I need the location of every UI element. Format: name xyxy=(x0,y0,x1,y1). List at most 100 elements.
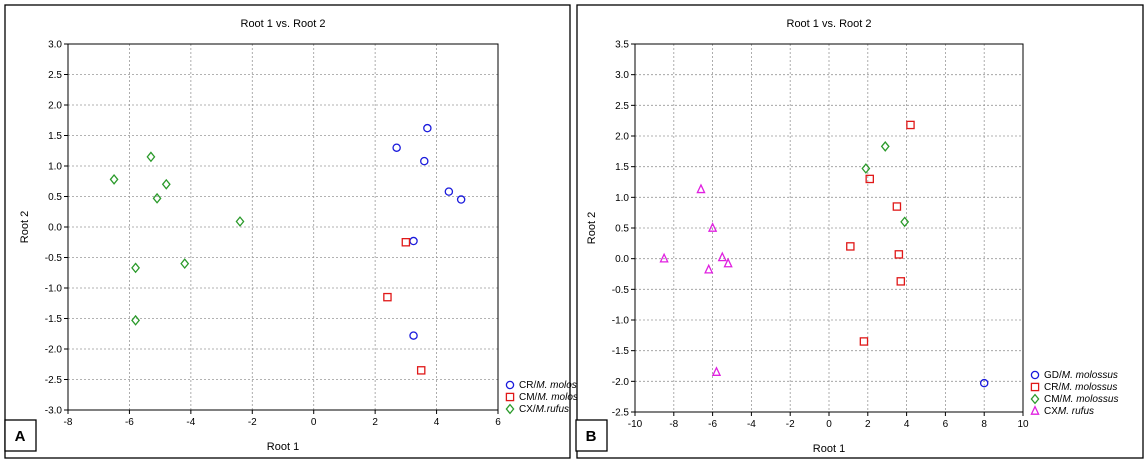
data-point xyxy=(456,195,466,204)
data-point xyxy=(235,216,245,227)
y-tick-label: -1.5 xyxy=(612,346,630,357)
y-tick-label: 1.5 xyxy=(48,131,62,142)
panel-frame xyxy=(4,4,571,459)
data-point xyxy=(704,263,714,274)
legend-marker xyxy=(505,392,515,402)
series-0 xyxy=(979,378,989,388)
plot-area xyxy=(634,43,1024,413)
data-point xyxy=(979,378,989,388)
legend-label: CXM. rufus xyxy=(1044,406,1094,417)
x-tick-label: 2 xyxy=(372,417,378,428)
plot-area xyxy=(67,43,499,411)
x-tick-label: -4 xyxy=(747,419,756,430)
y-tick-label: -2.5 xyxy=(45,375,63,386)
x-tick-label: 0 xyxy=(826,419,832,430)
x-axis-label: Root 1 xyxy=(813,443,845,455)
legend-marker xyxy=(505,403,515,415)
panel-label-box xyxy=(575,419,608,452)
y-tick-label: 3.0 xyxy=(615,70,629,81)
series-3 xyxy=(659,183,733,376)
data-point xyxy=(906,120,915,130)
data-point xyxy=(865,174,874,184)
y-tick-label: 1.5 xyxy=(615,162,629,173)
y-tick-label: 2.5 xyxy=(615,101,629,112)
panel-label: A xyxy=(15,428,26,445)
x-tick-label: -2 xyxy=(786,419,795,430)
data-point xyxy=(900,216,910,228)
x-tick-label: -8 xyxy=(64,417,73,428)
panel-label-box xyxy=(4,419,37,452)
data-point xyxy=(146,151,156,163)
y-tick-label: -1.0 xyxy=(612,316,630,327)
y-tick-label: 1.0 xyxy=(48,162,62,173)
y-tick-label: 0.0 xyxy=(615,254,629,265)
data-point xyxy=(894,250,904,259)
panel-frame xyxy=(576,4,1144,459)
x-tick-label: 0 xyxy=(311,417,317,428)
data-point xyxy=(880,141,890,152)
chart-panel-a: Root 1 vs. Root 2 -8 -6 -4 -2 0 2 4 6 3.0 2.5 2.0 1.… xyxy=(4,4,593,459)
x-tick-label: -6 xyxy=(708,419,717,430)
x-tick-label: -10 xyxy=(628,419,643,430)
data-point xyxy=(896,277,906,286)
x-tick-label: 6 xyxy=(495,417,501,428)
panel-label: B xyxy=(586,428,597,445)
data-point xyxy=(180,258,190,270)
legend-label: CR/M. molossus xyxy=(519,380,592,391)
y-axis-label: Root 2 xyxy=(586,212,598,244)
data-point xyxy=(392,143,401,152)
legend-label: CR/M. molossus xyxy=(1044,382,1117,393)
x-tick-label: 6 xyxy=(943,419,949,430)
data-point xyxy=(161,178,171,190)
y-tick-label: -2.0 xyxy=(612,377,630,388)
x-tick-label: 10 xyxy=(1017,419,1029,430)
legend-marker xyxy=(1030,405,1040,415)
data-point xyxy=(420,156,429,166)
data-point xyxy=(383,292,392,302)
x-tick-label: -2 xyxy=(248,417,257,428)
y-tick-label: 0.0 xyxy=(48,223,62,234)
x-axis-label: Root 1 xyxy=(267,441,299,453)
data-point xyxy=(846,242,855,251)
x-tick-label: 8 xyxy=(981,419,987,430)
data-point xyxy=(859,337,869,346)
y-tick-label: 1.0 xyxy=(615,193,629,204)
data-point xyxy=(711,366,722,376)
x-tick-label: 4 xyxy=(434,417,440,428)
series-0 xyxy=(392,123,466,340)
data-point xyxy=(707,222,718,232)
y-tick-label: 3.5 xyxy=(615,40,629,51)
x-tick-label: 2 xyxy=(865,419,871,430)
legend-marker xyxy=(1030,393,1040,405)
data-point xyxy=(861,163,871,174)
data-point xyxy=(401,237,411,247)
data-point xyxy=(717,251,727,262)
y-tick-label: -1.5 xyxy=(45,314,63,325)
data-point xyxy=(109,173,119,185)
data-point xyxy=(892,202,902,211)
series-1 xyxy=(383,237,426,375)
y-tick-label: -2.0 xyxy=(45,345,63,356)
y-tick-label: 2.5 xyxy=(48,70,62,81)
legend-label: CM/M. molossus xyxy=(1044,394,1118,405)
legend-label: CM/M. molossus xyxy=(519,392,593,403)
y-tick-label: -3.0 xyxy=(45,406,63,417)
y-tick-label: 2.0 xyxy=(48,101,62,112)
chart-title: Root 1 vs. Root 2 xyxy=(241,18,326,30)
y-tick-label: -1.0 xyxy=(45,284,63,295)
data-point xyxy=(131,262,141,274)
y-tick-label: -2.5 xyxy=(612,408,630,419)
data-point xyxy=(131,314,141,326)
y-tick-label: -0.5 xyxy=(45,253,63,264)
x-tick-label: 4 xyxy=(904,419,910,430)
legend-marker xyxy=(1030,370,1040,380)
y-tick-label: 3.0 xyxy=(48,40,62,51)
y-tick-label: 2.0 xyxy=(615,132,629,143)
series-2 xyxy=(109,151,245,326)
chart-panel-b: Root 1 vs. Root 2 -10 -8 -6 -4 -2 0 2 4 6 8 10 3.5 3.… xyxy=(575,4,1144,459)
data-point xyxy=(723,257,733,268)
x-tick-label: -6 xyxy=(125,417,134,428)
